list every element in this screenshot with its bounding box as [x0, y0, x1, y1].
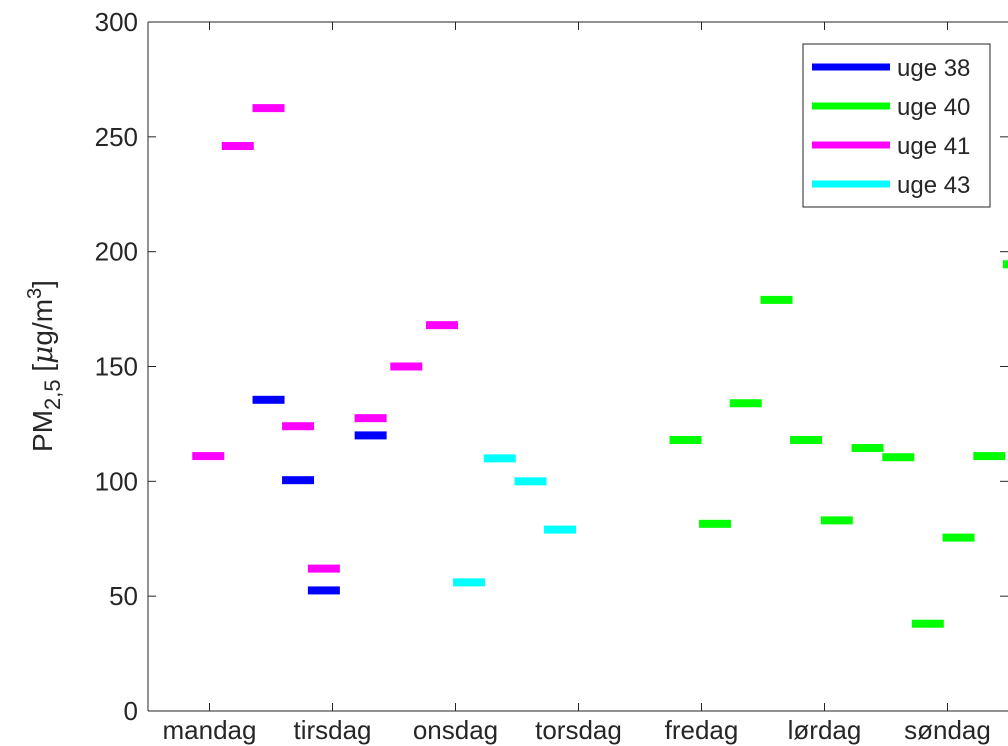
marker-uge-38	[252, 395, 285, 404]
y-label-subscript: 2,5	[40, 379, 65, 410]
y-tick-label: 300	[95, 7, 138, 37]
marker-uge-38	[354, 431, 387, 440]
marker-uge-40	[669, 435, 702, 444]
y-tick-label: 0	[124, 696, 138, 726]
marker-uge-41	[192, 452, 225, 461]
marker-uge-41	[252, 104, 285, 113]
marker-uge-41	[282, 422, 315, 431]
x-tick-label: fredag	[665, 715, 739, 745]
marker-uge-40	[699, 519, 732, 528]
marker-uge-38	[307, 586, 340, 595]
legend-box	[802, 43, 991, 208]
x-ticks: mandag tirsdag onsdag torsdag fredag lørdag sø…	[163, 22, 991, 745]
y-tick-label: 200	[95, 237, 138, 267]
y-ticks: 0 50 100 150 200 250 300	[95, 7, 1008, 726]
marker-uge-43	[544, 525, 577, 534]
y-tick-label: 100	[95, 466, 138, 496]
marker-uge-40	[942, 533, 975, 542]
marker-uge-41	[390, 362, 423, 371]
marker-uge-38	[282, 476, 315, 485]
x-tick-label: lørdag	[788, 715, 862, 745]
marker-uge-41	[425, 321, 458, 330]
marker-uge-41	[221, 142, 254, 151]
legend-label: uge 40	[897, 94, 970, 121]
y-axis-label: PM2,5 [μg/m3]	[24, 280, 65, 452]
x-tick-label: tirsdag	[293, 715, 371, 745]
y-tick-label: 250	[95, 122, 138, 152]
marker-uge-43	[453, 578, 486, 587]
marker-uge-40	[790, 435, 823, 444]
marker-uge-40	[973, 452, 1006, 461]
marker-uge-40	[1002, 260, 1008, 269]
y-label-superscript: 3	[24, 288, 46, 299]
marker-uge-40	[851, 444, 884, 453]
x-tick-label: torsdag	[535, 715, 622, 745]
legend-label: uge 43	[897, 172, 970, 199]
y-label-base: PM	[27, 410, 58, 452]
y-tick-label: 150	[95, 352, 138, 382]
marker-uge-41	[354, 414, 387, 423]
legend-label: uge 41	[897, 133, 970, 160]
marker-uge-40	[911, 619, 944, 628]
marker-uge-40	[882, 453, 915, 462]
legend-entries: uge 38 uge 40 uge 41 uge 43	[812, 55, 970, 199]
marker-uge-40	[760, 295, 793, 304]
x-tick-label: søndag	[904, 715, 991, 745]
y-label-mu: μ	[26, 346, 59, 364]
y-label-open: [	[27, 364, 58, 380]
marker-uge-40	[729, 399, 762, 408]
marker-uge-41	[307, 564, 340, 573]
marker-uge-43	[514, 477, 547, 486]
marker-uge-43	[483, 454, 516, 463]
legend-label: uge 38	[897, 55, 970, 82]
x-tick-label: onsdag	[413, 715, 498, 745]
marker-uge-40	[820, 516, 853, 525]
y-tick-label: 50	[109, 581, 138, 611]
legend: uge 38 uge 40 uge 41 uge 43	[802, 43, 991, 208]
x-tick-label: mandag	[163, 715, 257, 745]
y-label-close: ]	[27, 280, 58, 288]
data-marks	[192, 104, 1008, 628]
y-label-unit: g/m	[27, 299, 58, 346]
